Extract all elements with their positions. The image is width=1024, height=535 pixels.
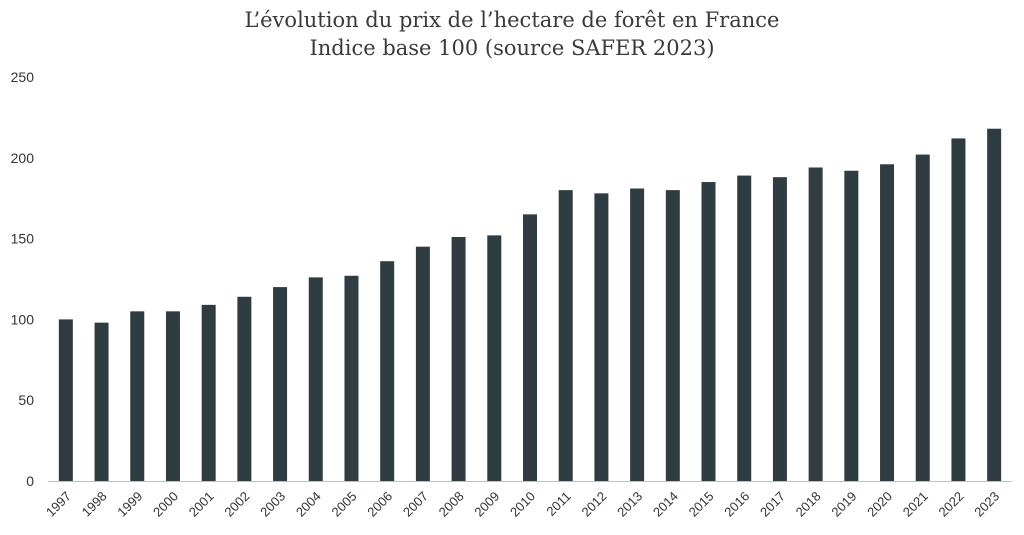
bar-2019 xyxy=(844,170,859,481)
bar-2011 xyxy=(558,190,573,481)
y-tick-label: 0 xyxy=(26,473,34,489)
x-axis: 1997 1998 1999 2000 2001 2002 2003 2004 2005 2006… xyxy=(43,489,1002,520)
x-tick-label: 2001 xyxy=(186,489,217,520)
x-tick-label: 2022 xyxy=(936,489,967,520)
x-tick-label: 2012 xyxy=(578,489,609,520)
chart-title-block: L’évolution du prix de l’hectare de forê… xyxy=(0,6,1024,62)
x-tick-label: 2013 xyxy=(614,489,645,520)
bar-2009 xyxy=(487,235,502,481)
bar-2008 xyxy=(451,236,466,481)
x-tick-label: 2002 xyxy=(221,489,252,520)
y-tick-label: 200 xyxy=(11,150,35,166)
bar-2013 xyxy=(630,188,645,481)
bar-2014 xyxy=(665,190,680,481)
x-tick-label: 2019 xyxy=(828,489,859,520)
x-tick-label: 2011 xyxy=(543,489,573,519)
x-tick-label: 2016 xyxy=(721,489,752,520)
x-tick-label: 2007 xyxy=(400,489,431,520)
bar-2017 xyxy=(772,177,787,481)
x-tick-label: 2010 xyxy=(507,489,538,520)
bar-2001 xyxy=(201,304,216,481)
x-tick-label: 2015 xyxy=(686,489,717,520)
y-tick-label: 50 xyxy=(18,392,34,408)
x-tick-label: 2006 xyxy=(364,489,395,520)
x-tick-label: 1998 xyxy=(79,489,110,520)
x-tick-label: 2021 xyxy=(900,489,931,520)
x-tick-label: 2008 xyxy=(436,489,467,520)
x-tick-label: 2009 xyxy=(471,489,502,520)
chart-subtitle: Indice base 100 (source SAFER 2023) xyxy=(309,36,715,60)
x-tick-label: 1999 xyxy=(114,489,145,520)
bar-2022 xyxy=(951,138,966,481)
y-tick-label: 150 xyxy=(11,231,35,247)
x-tick-label: 1997 xyxy=(43,489,74,520)
x-tick-label: 2000 xyxy=(150,489,181,520)
x-tick-label: 2020 xyxy=(864,489,895,520)
y-tick-label: 250 xyxy=(11,69,35,85)
bar-2016 xyxy=(737,175,752,482)
x-tick-label: 2017 xyxy=(757,489,788,520)
bar-2005 xyxy=(344,275,359,481)
bar-2007 xyxy=(415,246,430,481)
bar-2015 xyxy=(701,182,716,482)
x-tick-label: 2005 xyxy=(329,489,360,520)
bar-2018 xyxy=(808,167,823,481)
x-tick-label: 2023 xyxy=(971,489,1002,520)
bar-1997 xyxy=(58,319,73,481)
x-tick-label: 2018 xyxy=(793,489,824,520)
y-tick-label: 100 xyxy=(11,311,35,327)
x-tick-label: 2014 xyxy=(650,489,681,520)
y-axis: 0 50 100 150 200 250 xyxy=(11,69,35,489)
bar-2002 xyxy=(237,296,252,481)
bar-2020 xyxy=(880,164,895,481)
x-tick-label: 2004 xyxy=(293,489,324,520)
bar-2000 xyxy=(165,311,180,481)
x-tick-label: 2003 xyxy=(257,489,288,520)
bar-2010 xyxy=(523,214,537,482)
bar-2012 xyxy=(594,193,609,482)
bar-1999 xyxy=(130,311,145,481)
bar-1998 xyxy=(94,322,109,481)
chart-title: L’évolution du prix de l’hectare de forê… xyxy=(244,8,780,32)
bar-2006 xyxy=(380,261,395,481)
bar-2004 xyxy=(308,277,323,481)
bar-2021 xyxy=(915,154,930,481)
bar-2023 xyxy=(987,128,1002,481)
bar-2003 xyxy=(273,287,288,481)
bars xyxy=(58,128,1002,482)
